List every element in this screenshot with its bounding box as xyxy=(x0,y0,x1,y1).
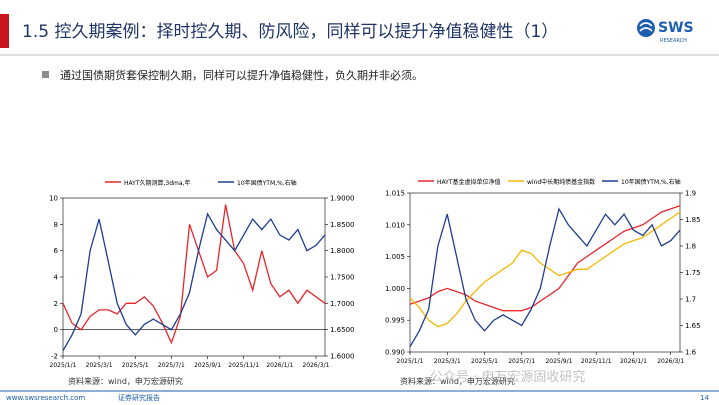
y-tick-label: 1.015 xyxy=(385,190,405,198)
series-line xyxy=(409,205,681,312)
y2-tick-label: 1.8 xyxy=(685,243,696,251)
bullet-marker xyxy=(42,71,49,78)
y2-tick-label: 1.6500 xyxy=(330,326,355,334)
x-tick-label: 2025/9/1 xyxy=(194,362,221,369)
y-tick-label: 6 xyxy=(54,247,59,255)
y-tick-label: 2 xyxy=(54,300,58,308)
x-tick-label: 2025/1/1 xyxy=(397,358,424,365)
y-tick-label: 4 xyxy=(54,274,59,282)
plot-frame xyxy=(62,197,326,357)
x-tick-label: 2025/11/1 xyxy=(228,362,259,369)
y2-tick-label: 1.9000 xyxy=(330,195,355,203)
logo-text: SWS xyxy=(658,20,694,36)
x-tick-label: 2025/5/1 xyxy=(122,362,149,369)
y2-tick-label: 1.7000 xyxy=(330,300,355,308)
logo-subtext: RESEARCH xyxy=(660,38,687,44)
source-note: 资料来源：wind，申万宏源研究 xyxy=(400,376,515,386)
x-tick-label: 2025/3/1 xyxy=(86,362,113,369)
header-accent xyxy=(0,14,9,48)
legend-label: HAYT久期测算,3dma,年 xyxy=(124,179,190,187)
y-tick-label: 0.990 xyxy=(385,349,405,357)
y2-tick-label: 1.8000 xyxy=(330,247,355,255)
slide-title: 1.5 控久期案例：择时控久期、防风险，同样可以提升净值稳健性（1） xyxy=(22,22,558,42)
y2-tick-label: 1.65 xyxy=(685,322,701,330)
x-tick-label: 2025/3/1 xyxy=(434,358,461,365)
y2-tick-label: 1.7500 xyxy=(330,274,355,282)
y2-tick-label: 1.6 xyxy=(685,349,697,357)
y2-tick-label: 1.85 xyxy=(685,216,701,224)
x-tick-label: 2025/1/1 xyxy=(50,362,77,369)
x-tick-label: 2026/1/1 xyxy=(620,358,647,365)
y2-tick-label: 1.7 xyxy=(685,296,696,304)
y-tick-label: 1.000 xyxy=(385,285,405,293)
y-tick-label: 10 xyxy=(49,195,58,203)
logo-mark xyxy=(639,22,653,32)
legend-label: wind中长期纯债基金指数 xyxy=(527,178,595,186)
x-tick-label: 2026/3/1 xyxy=(657,358,684,365)
y-tick-label: 0.995 xyxy=(385,317,405,325)
x-tick-label: 2025/7/1 xyxy=(508,358,535,365)
y2-tick-label: 1.9 xyxy=(685,190,696,198)
x-tick-label: 2025/11/1 xyxy=(581,358,612,365)
footer-site: www.swsresearch.com xyxy=(6,394,85,402)
y-tick-label: 1.010 xyxy=(385,221,405,229)
x-tick-label: 2025/5/1 xyxy=(471,358,498,365)
series-line xyxy=(409,207,681,348)
y2-tick-label: 1.75 xyxy=(685,269,701,277)
y2-tick-label: 1.8500 xyxy=(330,221,355,229)
series-line xyxy=(62,204,326,345)
x-tick-label: 2026/3/1 xyxy=(302,362,329,369)
y2-tick-label: 1.6000 xyxy=(330,353,355,361)
page-number: 14 xyxy=(700,394,709,402)
footer-label: 证券研究报告 xyxy=(118,393,160,402)
legend-label: HAYT基金虚拟单位净值 xyxy=(437,178,500,186)
x-tick-label: 2025/9/1 xyxy=(545,358,572,365)
x-tick-label: 2025/7/1 xyxy=(158,362,185,369)
watermark: 公众号 · 申万宏源固收研究 xyxy=(430,370,585,385)
y-tick-label: 8 xyxy=(54,221,58,229)
x-tick-label: 2026/1/1 xyxy=(266,362,293,369)
series-line xyxy=(62,212,326,352)
plot-frame xyxy=(409,192,681,353)
legend-label: 10年国债YTM,%,右轴 xyxy=(237,179,297,187)
source-note: 资料来源：wind，申万宏源研究 xyxy=(68,376,183,386)
bullet-text: 通过国债期货套保控制久期，同样可以提升净值稳健性，负久期并非必须。 xyxy=(60,68,423,82)
y-tick-label: 0 xyxy=(54,326,58,334)
legend-label: 10年国债YTM,%,右轴 xyxy=(621,178,681,186)
y-tick-label: -2 xyxy=(51,353,58,361)
y-tick-label: 1.005 xyxy=(385,253,405,261)
